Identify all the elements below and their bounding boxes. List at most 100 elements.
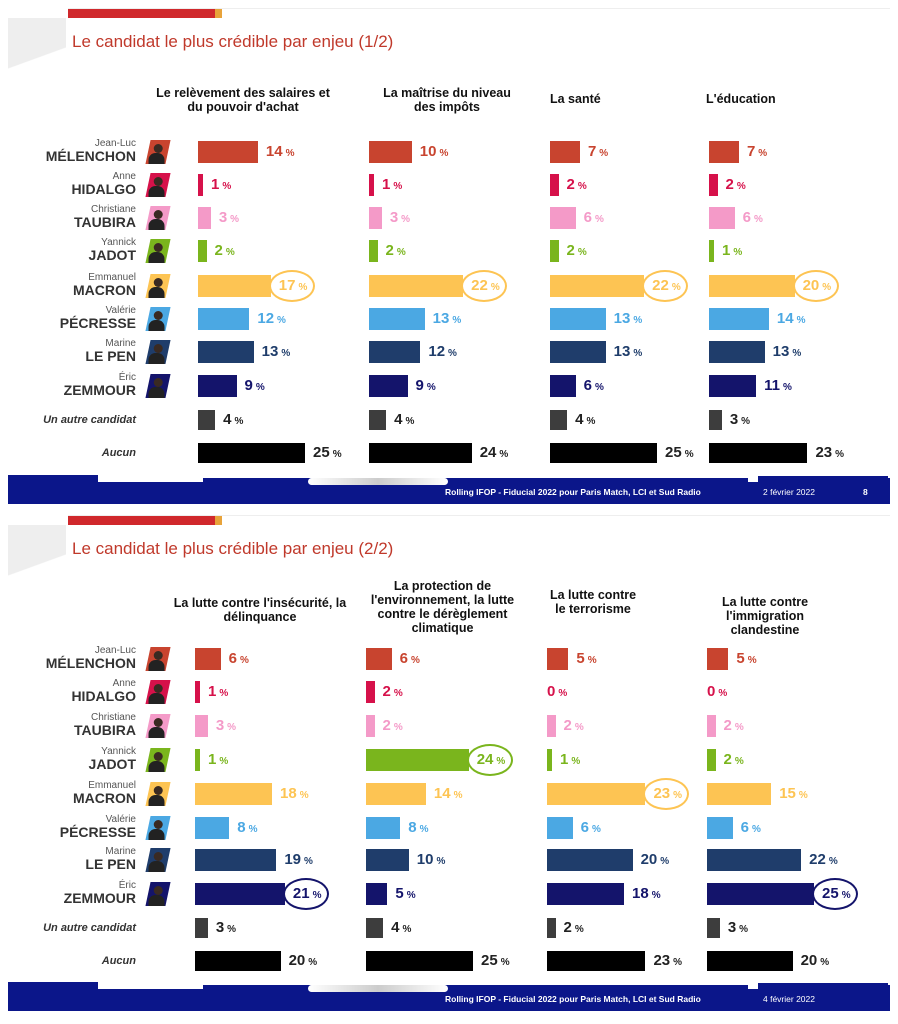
photo-body bbox=[148, 829, 165, 840]
bar-taubira bbox=[195, 715, 208, 737]
column-header: La lutte contre l'insécurité, la délinqu… bbox=[173, 596, 347, 624]
percent-sign: % bbox=[436, 856, 446, 867]
highlight-ring bbox=[792, 270, 839, 302]
value-number: 14 bbox=[776, 310, 794, 327]
candidate-name-lepen: Marine LE PEN bbox=[0, 846, 136, 872]
value-label-lepen: 22% bbox=[809, 849, 838, 873]
percent-sign: % bbox=[453, 790, 463, 801]
percent-sign: % bbox=[396, 247, 406, 258]
value-number: 5 bbox=[576, 650, 585, 667]
bar-hidalgo bbox=[366, 681, 375, 703]
candidate-last-name: MACRON bbox=[73, 790, 136, 806]
bar-zemmour bbox=[550, 375, 576, 397]
header-orange-bar bbox=[215, 516, 222, 525]
percent-sign: % bbox=[736, 181, 746, 192]
value-label-taubira: 2% bbox=[564, 715, 584, 739]
value-label-macron: 15% bbox=[779, 783, 808, 807]
value-label-zemmour: 11% bbox=[764, 375, 792, 399]
value-number: 20 bbox=[288, 952, 306, 969]
photo-body bbox=[148, 761, 165, 772]
percent-sign: % bbox=[820, 957, 830, 968]
percent-sign: % bbox=[277, 315, 286, 326]
percent-sign: % bbox=[595, 214, 604, 225]
candidate-first-name: Yannick bbox=[101, 237, 136, 248]
value-number: 25 bbox=[481, 952, 498, 969]
value-number: 9 bbox=[415, 377, 424, 394]
value-number: 24 bbox=[479, 444, 497, 461]
column-header: La protection de l'environnement, la lut… bbox=[370, 579, 515, 635]
percent-sign: % bbox=[393, 722, 403, 733]
footer-date: 2 février 2022 bbox=[763, 487, 815, 497]
column-header: La santé bbox=[550, 92, 601, 106]
candidate-last-name: HIDALGO bbox=[71, 181, 136, 197]
candidate-photo-zemmour bbox=[145, 882, 171, 906]
bar-jadot bbox=[709, 240, 714, 262]
photo-head bbox=[153, 752, 163, 761]
percent-sign: % bbox=[747, 655, 757, 666]
value-number: 6 bbox=[228, 650, 238, 667]
bar-hidalgo bbox=[709, 174, 718, 196]
photo-head bbox=[153, 243, 163, 252]
value-number: 2 bbox=[723, 751, 732, 768]
value-number: 4 bbox=[394, 411, 403, 428]
bar-jadot bbox=[369, 240, 378, 262]
candidate-name-lepen: Marine LE PEN bbox=[0, 338, 136, 364]
bar-melenchon bbox=[198, 141, 258, 163]
candidate-name-jadot: Yannick JADOT bbox=[0, 237, 136, 263]
value-number: 1 bbox=[208, 751, 217, 768]
value-label-aucun: 25% bbox=[665, 442, 694, 466]
footer-wave bbox=[8, 475, 98, 484]
candidate-last-name: LE PEN bbox=[85, 856, 136, 872]
bar-melenchon bbox=[195, 648, 221, 670]
slide-2: Le candidat le plus crédible par enjeu (… bbox=[0, 511, 898, 1017]
value-label-pecresse: 14% bbox=[777, 308, 806, 332]
footer-highlight bbox=[308, 478, 448, 485]
value-label-taubira: 3% bbox=[219, 207, 239, 231]
candidate-last-name: HIDALGO bbox=[71, 688, 136, 704]
value-label-lepen: 13% bbox=[614, 341, 643, 365]
highlight-ring bbox=[466, 744, 513, 776]
value-label-autre: 3% bbox=[730, 409, 750, 433]
corner-decoration bbox=[8, 525, 66, 595]
bar-jadot bbox=[198, 240, 207, 262]
bar-pecresse bbox=[366, 817, 401, 839]
photo-body bbox=[148, 861, 165, 872]
candidate-first-name: Anne bbox=[112, 171, 136, 182]
photo-body bbox=[148, 353, 165, 364]
value-number: 20 bbox=[640, 851, 658, 868]
percent-sign: % bbox=[595, 382, 604, 393]
value-number: 19 bbox=[284, 851, 301, 868]
footer-wave bbox=[438, 478, 748, 484]
candidate-name-taubira: Christiane TAUBIRA bbox=[0, 204, 136, 230]
percent-sign: % bbox=[419, 824, 429, 835]
value-number: 5 bbox=[395, 885, 404, 902]
percent-sign: % bbox=[599, 148, 609, 159]
slide-1: Le candidat le plus crédible par enjeu (… bbox=[0, 4, 898, 510]
header-red-bar bbox=[68, 516, 215, 525]
value-number: 3 bbox=[389, 209, 399, 226]
value-number: 0 bbox=[707, 683, 716, 700]
bar-taubira bbox=[547, 715, 556, 737]
bar-taubira bbox=[198, 207, 211, 229]
candidate-name-zemmour: Éric ZEMMOUR bbox=[0, 880, 136, 906]
bar-pecresse bbox=[707, 817, 733, 839]
candidate-last-name: ZEMMOUR bbox=[63, 382, 136, 398]
bar-melenchon bbox=[550, 141, 580, 163]
value-label-lepen: 10% bbox=[417, 849, 446, 873]
value-label-aucun: 20% bbox=[289, 950, 318, 974]
percent-sign: % bbox=[586, 416, 596, 427]
page-number: 8 bbox=[863, 487, 868, 497]
bar-lepen bbox=[198, 341, 254, 363]
percent-sign: % bbox=[754, 214, 763, 225]
value-label-zemmour: 18% bbox=[632, 883, 661, 907]
percent-sign: % bbox=[285, 148, 295, 159]
value-number: 9 bbox=[244, 377, 253, 394]
slide-title: Le candidat le plus crédible par enjeu (… bbox=[72, 539, 394, 558]
value-number: 1 bbox=[560, 751, 569, 768]
photo-head bbox=[153, 684, 163, 693]
percent-sign: % bbox=[299, 790, 309, 801]
column-header: La maîtrise du niveau des impôts bbox=[383, 86, 511, 114]
percent-sign: % bbox=[401, 214, 411, 225]
bar-aucun bbox=[709, 443, 808, 463]
value-label-aucun: 20% bbox=[801, 950, 830, 974]
